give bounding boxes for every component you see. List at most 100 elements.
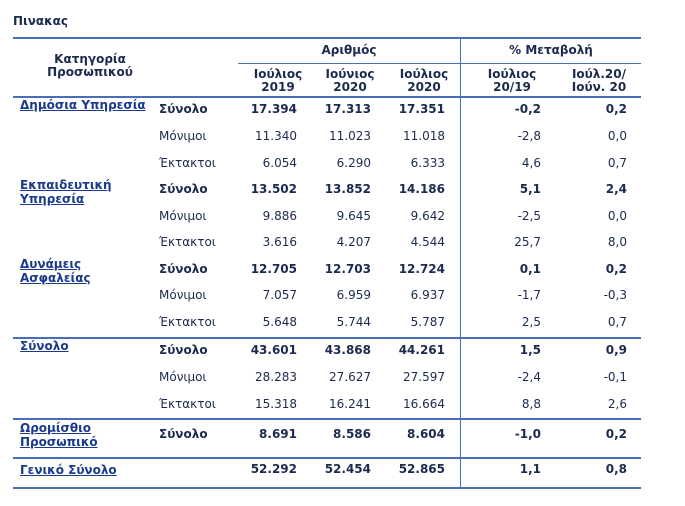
value-cell: 12.705 <box>250 262 297 276</box>
category-4: Σύνολο <box>20 339 69 353</box>
row-type-label: Σύνολο <box>159 262 208 276</box>
value-cell: 52.865 <box>398 462 445 476</box>
value-cell: 2,4 <box>605 182 627 196</box>
row-type-label: Μόνιμοι <box>159 209 207 223</box>
row-type-label: Έκτακτοι <box>159 397 216 411</box>
value-cell: 9.642 <box>410 209 445 223</box>
group-divider-header <box>460 37 461 96</box>
category-3: Δυνάμεις Ασφαλείας <box>20 257 91 285</box>
value-cell: -1,7 <box>517 288 541 302</box>
value-cell: 17.394 <box>250 102 297 116</box>
value-cell: 11.023 <box>329 129 371 143</box>
value-cell: -2,4 <box>517 370 541 384</box>
column-header-5: Ιούλ.20/ Ιούν. 20 <box>571 67 627 94</box>
value-cell: 11.340 <box>255 129 297 143</box>
value-cell: 0,2 <box>605 427 627 441</box>
value-cell: 0,0 <box>607 209 627 223</box>
value-cell: 15.318 <box>255 397 297 411</box>
page-title: Πινακας <box>13 14 69 28</box>
group-separator <box>13 457 641 459</box>
value-cell: 7.057 <box>262 288 297 302</box>
value-cell: 0,9 <box>605 343 627 357</box>
row-type-label: Μόνιμοι <box>159 288 207 302</box>
value-cell: 44.261 <box>398 343 445 357</box>
value-cell: 0,8 <box>605 462 627 476</box>
value-cell: 1,5 <box>519 343 541 357</box>
column-header-2: Ιούνιος 2020 <box>325 67 375 94</box>
value-cell: 2,6 <box>607 397 627 411</box>
value-cell: 12.703 <box>324 262 371 276</box>
value-cell: 5.787 <box>410 315 445 329</box>
value-cell: 0,7 <box>607 156 627 170</box>
value-cell: 13.852 <box>324 182 371 196</box>
row-type-label: Μόνιμοι <box>159 129 207 143</box>
category-2: Εκπαιδευτική Υπηρεσία <box>20 178 112 206</box>
value-cell: 27.597 <box>403 370 445 384</box>
category-1: Δημόσια Υπηρεσία <box>20 98 146 112</box>
value-cell: 8.586 <box>333 427 371 441</box>
value-cell: 6.937 <box>410 288 445 302</box>
value-cell: 0,1 <box>519 262 541 276</box>
column-header-3: Ιούλιος 2020 <box>399 67 449 94</box>
value-cell: 9.645 <box>336 209 371 223</box>
table-bottom-rule <box>13 487 641 489</box>
value-cell: 27.627 <box>329 370 371 384</box>
value-cell: 43.601 <box>250 343 297 357</box>
row-type-label: Έκτακτοι <box>159 315 216 329</box>
value-cell: 14.186 <box>398 182 445 196</box>
header-group-rule <box>238 63 641 64</box>
change-group-header: % Μεταβολή <box>509 43 593 57</box>
value-cell: 0,2 <box>605 102 627 116</box>
value-cell: -0,3 <box>603 288 627 302</box>
value-cell: 12.724 <box>398 262 445 276</box>
value-cell: -2,5 <box>517 209 541 223</box>
group-separator <box>13 418 641 420</box>
value-cell: 6.333 <box>410 156 445 170</box>
value-cell: 52.292 <box>250 462 297 476</box>
value-cell: 5,1 <box>519 182 541 196</box>
row-type-label: Σύνολο <box>159 343 208 357</box>
row-type-label: Έκτακτοι <box>159 235 216 249</box>
value-cell: 1,1 <box>519 462 541 476</box>
value-cell: 4.207 <box>336 235 371 249</box>
value-cell: 4,6 <box>521 156 541 170</box>
group-separator <box>13 337 641 339</box>
value-cell: 13.502 <box>250 182 297 196</box>
value-cell: 8.691 <box>259 427 297 441</box>
column-header-1: Ιούλιος 2019 <box>253 67 303 94</box>
value-cell: -0,2 <box>514 102 541 116</box>
column-header-4: Ιούλιος 20/19 <box>487 67 537 94</box>
value-cell: 6.054 <box>262 156 297 170</box>
value-cell: 6.290 <box>336 156 371 170</box>
value-cell: 8,8 <box>521 397 541 411</box>
value-cell: -1,0 <box>514 427 541 441</box>
value-cell: 16.241 <box>329 397 371 411</box>
row-type-label: Σύνολο <box>159 102 208 116</box>
value-cell: 17.313 <box>324 102 371 116</box>
value-cell: 11.018 <box>403 129 445 143</box>
count-group-header: Αριθμός <box>321 43 377 57</box>
row-type-label: Σύνολο <box>159 427 208 441</box>
value-cell: 25,7 <box>514 235 541 249</box>
value-cell: 16.664 <box>403 397 445 411</box>
group-divider-body <box>460 96 461 487</box>
value-cell: 28.283 <box>255 370 297 384</box>
category-6: Γενικό Σύνολο <box>20 463 117 477</box>
category-5: Ωρομίσθιο Προσωπικό <box>20 421 98 449</box>
value-cell: 8.604 <box>407 427 445 441</box>
value-cell: 43.868 <box>324 343 371 357</box>
value-cell: 0,0 <box>607 129 627 143</box>
value-cell: -0,1 <box>603 370 627 384</box>
value-cell: 3.616 <box>262 235 297 249</box>
row-type-label: Μόνιμοι <box>159 370 207 384</box>
value-cell: 9.886 <box>262 209 297 223</box>
value-cell: 5.744 <box>336 315 371 329</box>
row-type-label: Έκτακτοι <box>159 156 216 170</box>
value-cell: 0,2 <box>605 262 627 276</box>
value-cell: 17.351 <box>398 102 445 116</box>
value-cell: 0,7 <box>607 315 627 329</box>
value-cell: 4.544 <box>410 235 445 249</box>
value-cell: 52.454 <box>324 462 371 476</box>
row-type-label: Σύνολο <box>159 182 208 196</box>
header-bottom-rule <box>13 96 641 98</box>
